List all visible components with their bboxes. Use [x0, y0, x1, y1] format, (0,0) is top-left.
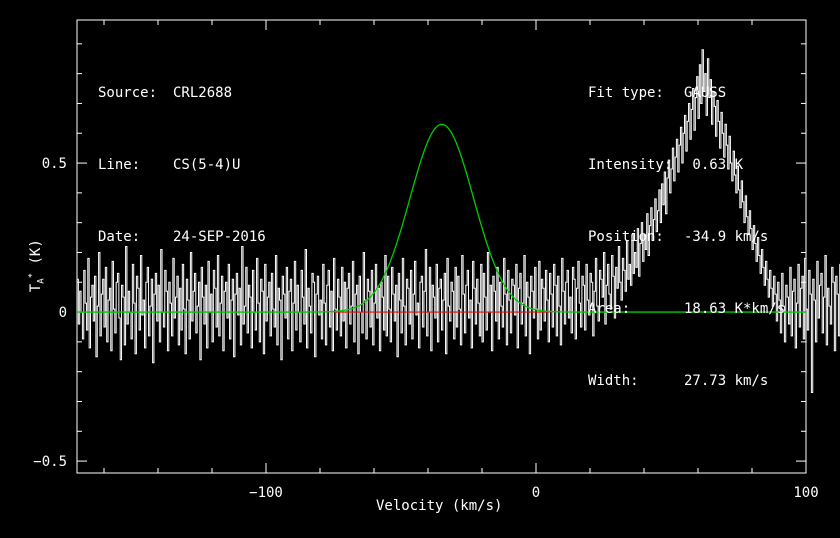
info-key: Source: [98, 85, 158, 101]
fit-key: Position: [588, 229, 664, 245]
info-value: CS(5-4)U [173, 157, 241, 173]
info-value: 24-SEP-2016 [173, 229, 266, 245]
info-key: Line: [98, 157, 141, 173]
spectrum-series [77, 49, 840, 394]
observation-info: Source: CRL2688 Line: CS(5-4)U Date: 24-SEP… [98, 33, 266, 273]
fit-value: 18.63 K*km/s [684, 301, 786, 317]
gaussian-fit-series [77, 123, 806, 313]
y-axis-label: TA* (K) [27, 239, 47, 293]
fit-key: Area: [588, 301, 631, 317]
fit-value: GAUSS [684, 85, 727, 101]
info-source-row: Source: CRL2688 [98, 81, 266, 105]
axis-ticks [77, 20, 807, 473]
info-key: Date: [98, 229, 141, 245]
fit-key: Width: [588, 373, 639, 389]
x-tick-label: −100 [249, 485, 283, 501]
fit-width-row: Width: 27.73 km/s [588, 369, 785, 393]
axis-tick-labels: −100 0 100 −0.5 0 0.5 [33, 156, 818, 501]
fit-value: 0.63 K [684, 157, 744, 173]
y-tick-label: 0.5 [42, 156, 67, 172]
x-tick-label: 100 [793, 485, 818, 501]
fit-value: 27.73 km/s [684, 373, 769, 389]
x-tick-label: 0 [532, 485, 540, 501]
y-tick-label: −0.5 [33, 454, 67, 470]
plot-frame [76, 19, 807, 474]
fit-position-row: Position: -34.9 km/s [588, 225, 785, 249]
fit-key: Intensity: [588, 157, 673, 173]
fit-type-row: Fit type: GAUSS [588, 81, 785, 105]
info-value: CRL2688 [173, 85, 233, 101]
series-layer [77, 49, 840, 394]
fit-key: Fit type: [588, 85, 664, 101]
fit-value: -34.9 km/s [684, 229, 769, 245]
fit-info: Fit type: GAUSS Intensity: 0.63 K Positio… [588, 33, 785, 417]
info-date-row: Date: 24-SEP-2016 [98, 225, 266, 249]
x-axis-label: Velocity (km/s) [376, 498, 503, 514]
y-tick-label: 0 [59, 305, 67, 321]
fit-intensity-row: Intensity: 0.63 K [588, 153, 785, 177]
info-line-row: Line: CS(5-4)U [98, 153, 266, 177]
fit-area-row: Area: 18.63 K*km/s [588, 297, 785, 321]
